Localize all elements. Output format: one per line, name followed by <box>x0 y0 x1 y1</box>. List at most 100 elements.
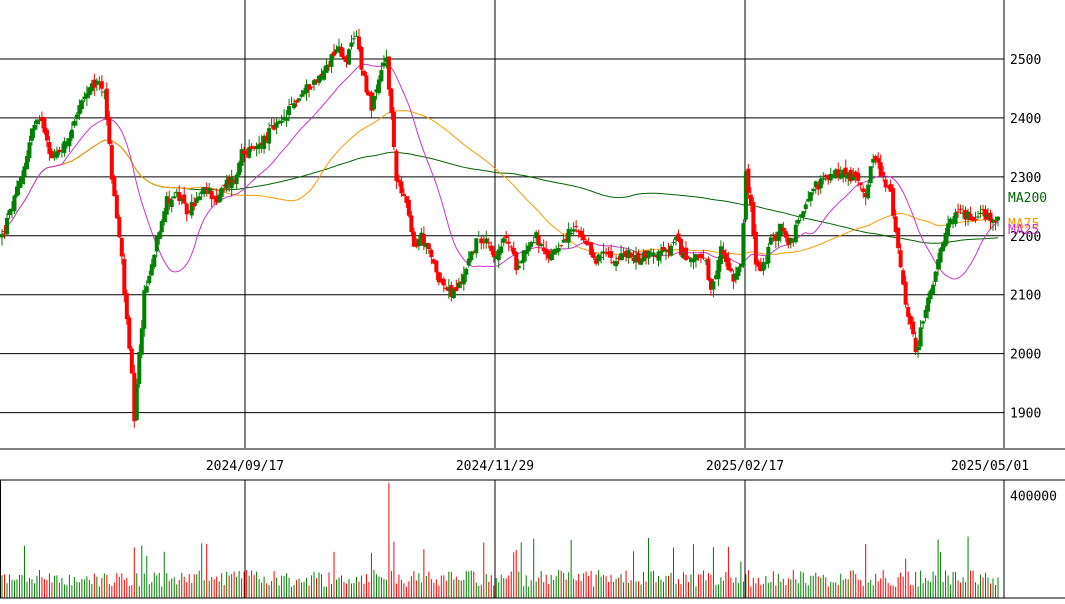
candle-body <box>282 116 287 120</box>
candle-body <box>584 240 589 245</box>
candle-body <box>107 117 112 144</box>
candle-body <box>928 290 933 300</box>
candle-body <box>708 279 713 290</box>
candle-body <box>317 75 322 83</box>
candle-body <box>886 186 891 188</box>
candle-body <box>993 220 998 223</box>
candle-body <box>137 351 142 384</box>
candle-body <box>976 216 981 218</box>
candle-body <box>903 281 908 305</box>
candle-body <box>294 100 299 103</box>
candle-body <box>594 258 599 264</box>
candle-body <box>127 317 132 349</box>
candle-body <box>851 174 856 181</box>
candle-body <box>237 162 242 176</box>
candle-body <box>54 151 59 158</box>
candle-body <box>84 93 89 99</box>
candle-body <box>247 147 252 158</box>
candle-body <box>224 179 229 189</box>
candle-body <box>716 259 721 279</box>
candle-body <box>644 250 649 258</box>
candle-body <box>591 252 596 258</box>
candle-body <box>29 128 34 141</box>
candle-body <box>262 135 267 149</box>
candle-body <box>891 188 896 216</box>
candle-body <box>436 272 441 283</box>
candle-body <box>364 75 369 93</box>
candle-body <box>696 255 701 258</box>
candle-body <box>863 192 868 198</box>
candle-body <box>277 121 282 124</box>
candle-body <box>434 260 439 273</box>
candle-body <box>52 154 57 157</box>
candle-body <box>214 195 219 203</box>
candle-body <box>586 243 591 246</box>
price-grid <box>0 0 1004 448</box>
candle-body <box>931 284 936 295</box>
candle-body <box>199 191 204 194</box>
candle-body <box>479 238 484 244</box>
candle-body <box>444 287 449 290</box>
candle-body <box>19 175 24 185</box>
candle-body <box>429 249 434 258</box>
candle-body <box>212 195 217 199</box>
candle-body <box>731 274 736 282</box>
candle-body <box>124 293 129 320</box>
candle-body <box>349 42 354 47</box>
candle-body <box>167 198 172 204</box>
candle-body <box>943 232 948 247</box>
candle-body <box>826 175 831 180</box>
candle-body <box>723 253 728 262</box>
candle-body <box>501 238 506 243</box>
candle-body <box>94 80 99 85</box>
candle-body <box>234 174 239 185</box>
candle-body <box>2 230 7 232</box>
candle-body <box>134 383 139 420</box>
candle-body <box>219 187 224 197</box>
candle-body <box>811 188 816 192</box>
candle-body <box>821 178 826 180</box>
candle-body <box>691 259 696 263</box>
candle-body <box>581 234 586 241</box>
candle-body <box>968 213 973 221</box>
candle-body <box>49 151 54 159</box>
candle-body <box>431 259 436 264</box>
candle-body <box>454 286 459 292</box>
candle-body <box>217 194 222 203</box>
candle-body <box>119 237 124 257</box>
candle-body <box>254 146 259 150</box>
candle-body <box>544 249 549 255</box>
candle-body <box>0 234 4 238</box>
candle-body <box>536 236 541 246</box>
legend-ma75: MA75 <box>1008 217 1039 232</box>
candle-body <box>838 173 843 179</box>
candle-body <box>264 135 269 140</box>
candle-body <box>22 166 27 177</box>
candle-body <box>619 253 624 261</box>
candle-body <box>339 47 344 57</box>
candle-body <box>881 171 886 176</box>
candle-body <box>242 150 247 155</box>
candle-body <box>766 246 771 264</box>
candle-body <box>122 258 127 295</box>
candle-body <box>796 219 801 224</box>
candle-body <box>833 169 838 179</box>
candle-body <box>406 200 411 216</box>
candle-body <box>386 56 391 90</box>
candle-body <box>748 194 753 205</box>
candle-body <box>751 202 756 236</box>
volume-tick-label: 400000 <box>1010 490 1057 505</box>
candle-body <box>7 209 12 216</box>
candle-body <box>676 233 681 242</box>
candle-body <box>813 181 818 188</box>
candle-body <box>244 152 249 154</box>
candle-body <box>908 315 913 325</box>
candle-body <box>646 250 651 259</box>
candle-body <box>97 83 102 85</box>
candle-body <box>666 249 671 253</box>
candle-body <box>678 239 683 256</box>
candle-body <box>539 244 544 247</box>
candle-body <box>521 250 526 263</box>
candle-body <box>958 208 963 210</box>
